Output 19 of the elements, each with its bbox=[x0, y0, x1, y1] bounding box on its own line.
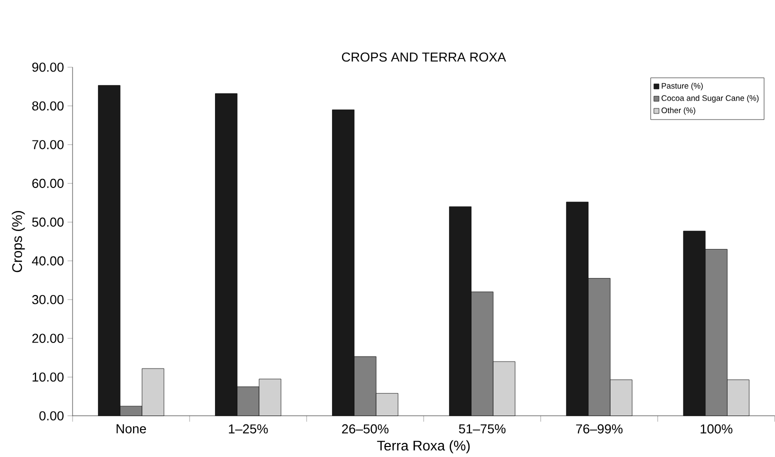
chart-title: CROPS AND TERRA ROXA bbox=[342, 52, 506, 62]
x-tick-label: 1–25% bbox=[228, 424, 268, 434]
y-tick-label: 30.00 bbox=[32, 295, 64, 304]
y-tick-label: 70.00 bbox=[32, 140, 64, 150]
y-tick-label: 60.00 bbox=[32, 178, 64, 188]
y-tick-label: 20.00 bbox=[32, 334, 64, 344]
y-tick-label: 10.00 bbox=[32, 372, 64, 382]
x-tick-label: 76–99% bbox=[576, 424, 623, 434]
x-tick-label: 51–75% bbox=[458, 424, 506, 434]
y-tick-label: 0.00 bbox=[39, 411, 64, 421]
x-tick-label: 26–50% bbox=[342, 424, 388, 434]
x-tick-label: 100% bbox=[700, 424, 732, 434]
y-tick-label: 80.00 bbox=[32, 102, 64, 111]
y-tick-label: 50.00 bbox=[32, 218, 64, 227]
x-axis-title: Terra Roxa (%) bbox=[377, 440, 470, 454]
y-axis-title: Crops (%) bbox=[12, 211, 25, 272]
x-tick-label: None bbox=[116, 424, 146, 434]
y-tick-label: 90.00 bbox=[32, 62, 64, 72]
y-tick-label: 40.00 bbox=[32, 256, 64, 266]
